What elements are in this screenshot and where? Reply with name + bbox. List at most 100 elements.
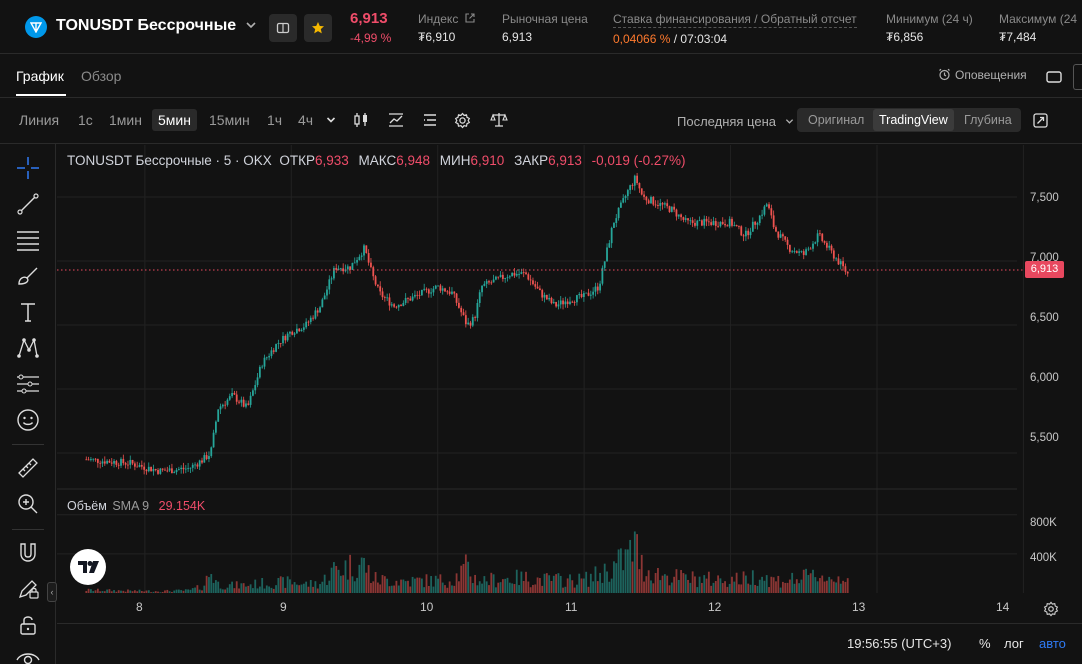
timeframe-more-chevron-icon[interactable]: [326, 115, 336, 125]
volume-bar: [812, 569, 814, 593]
timeframe-1m[interactable]: 1мин: [109, 112, 142, 128]
trend-line-icon[interactable]: [16, 192, 40, 216]
price-tick: 5,500: [1030, 432, 1059, 444]
collapse-toolbar-button[interactable]: ‹: [47, 582, 57, 602]
gear-icon[interactable]: [454, 112, 471, 129]
candle-body: [439, 285, 442, 291]
volume-bar: [247, 585, 250, 593]
indicators-icon[interactable]: [388, 112, 404, 128]
text-icon[interactable]: [16, 300, 40, 324]
view-tradingview[interactable]: TradingView: [873, 109, 954, 131]
tab-chart[interactable]: График: [16, 68, 64, 84]
volume-bar: [710, 585, 713, 593]
log-toggle[interactable]: лог: [1004, 636, 1024, 651]
candle-body: [747, 230, 750, 236]
external-link-icon[interactable]: [465, 13, 475, 23]
volume-bar: [724, 581, 726, 593]
price-chart-svg[interactable]: [57, 145, 1082, 623]
volume-bar: [779, 587, 782, 593]
volume-bar: [684, 574, 687, 593]
volume-bar: [198, 589, 201, 593]
volume-bar: [830, 579, 833, 593]
volume-bar: [814, 577, 817, 593]
alerts-label: Оповещения: [955, 68, 1027, 82]
volume-bar: [624, 549, 627, 593]
volume-bar: [798, 583, 801, 593]
symbol-title[interactable]: TONUSDT Бессрочные: [56, 17, 237, 34]
side-panel-toggle[interactable]: [1073, 64, 1082, 90]
lock-drawing-icon[interactable]: [16, 577, 40, 601]
candle-body: [117, 464, 120, 466]
funding-rate[interactable]: Ставка финансирования / Обратный отсчет …: [613, 12, 857, 46]
view-original[interactable]: Оригинал: [808, 113, 865, 127]
window-icon[interactable]: [1046, 70, 1062, 84]
candle-body: [675, 209, 678, 217]
ruler-icon[interactable]: [16, 456, 40, 480]
candle-body: [839, 261, 842, 265]
emoji-icon[interactable]: [16, 408, 40, 432]
volume-bar: [705, 578, 708, 593]
candle-body: [617, 207, 620, 219]
toolbar-divider: [12, 444, 44, 445]
candles-icon[interactable]: [353, 112, 369, 128]
volume-bar: [536, 577, 539, 593]
auto-scale-toggle[interactable]: авто: [1039, 636, 1066, 651]
timeframe-4h[interactable]: 4ч: [298, 112, 314, 128]
chart-area[interactable]: TONUSDT Бессрочные · 5 · OKX ОТКР6,933 М…: [57, 145, 1082, 664]
pattern-icon[interactable]: [16, 336, 40, 360]
volume-bar: [353, 581, 356, 593]
volume-bar: [437, 578, 439, 593]
volume-bar: [835, 582, 838, 593]
volume-bar: [187, 589, 190, 593]
magnet-icon[interactable]: [16, 541, 40, 565]
fullscreen-icon[interactable]: [1033, 113, 1048, 128]
chevron-down-icon[interactable]: [245, 19, 257, 31]
book-button[interactable]: [269, 14, 297, 42]
candle-body: [728, 218, 731, 227]
volume-bar: [652, 583, 655, 593]
timeframe-15m[interactable]: 15мин: [209, 112, 250, 128]
tab-overview[interactable]: Обзор: [81, 68, 122, 84]
volume-bar: [127, 589, 129, 593]
volume-bar: [182, 590, 185, 593]
timeframe-line[interactable]: Линия: [19, 112, 60, 128]
candle-body: [647, 200, 650, 204]
axis-settings-icon[interactable]: [1043, 601, 1059, 617]
lock-icon[interactable]: [16, 613, 40, 637]
volume-bar: [673, 576, 676, 593]
candle-body: [247, 403, 250, 405]
tradingview-logo[interactable]: [70, 549, 106, 585]
prediction-icon[interactable]: [16, 372, 40, 396]
percent-toggle[interactable]: %: [979, 636, 991, 651]
favorite-button[interactable]: [304, 14, 332, 42]
alerts-button[interactable]: Оповещения: [938, 68, 1027, 82]
zoom-in-icon[interactable]: [16, 492, 40, 516]
volume-bar: [751, 570, 754, 593]
price-tick: 7,500: [1030, 192, 1059, 204]
crosshair-icon[interactable]: [16, 156, 40, 180]
volume-bar: [599, 572, 601, 593]
fib-lines-icon[interactable]: [16, 228, 40, 252]
compare-scale-icon[interactable]: [490, 112, 508, 128]
clock-timezone[interactable]: 19:56:55 (UTC+3): [847, 636, 952, 651]
layout-lines-icon[interactable]: [422, 112, 438, 128]
volume-bar: [756, 585, 759, 593]
candle-body: [668, 206, 671, 212]
timeframe-1h[interactable]: 1ч: [267, 112, 283, 128]
timeframe-5m[interactable]: 5мин: [152, 109, 197, 131]
volume-bar: [312, 586, 314, 593]
view-depth[interactable]: Глубина: [964, 113, 1012, 127]
eye-icon[interactable]: [16, 648, 40, 664]
volume-bar: [809, 573, 812, 593]
candle-body: [499, 274, 502, 278]
volume-bar: [386, 578, 389, 593]
candle-body: [187, 468, 190, 469]
volume-bar: [474, 574, 477, 593]
candle-body: [180, 467, 183, 470]
timeframe-1s[interactable]: 1с: [78, 112, 93, 128]
candle-body: [587, 292, 590, 296]
close-value: 6,913: [548, 153, 582, 168]
candle-body: [784, 236, 787, 240]
price-type-select[interactable]: Последняя цена: [677, 114, 794, 129]
brush-icon[interactable]: [16, 264, 40, 288]
